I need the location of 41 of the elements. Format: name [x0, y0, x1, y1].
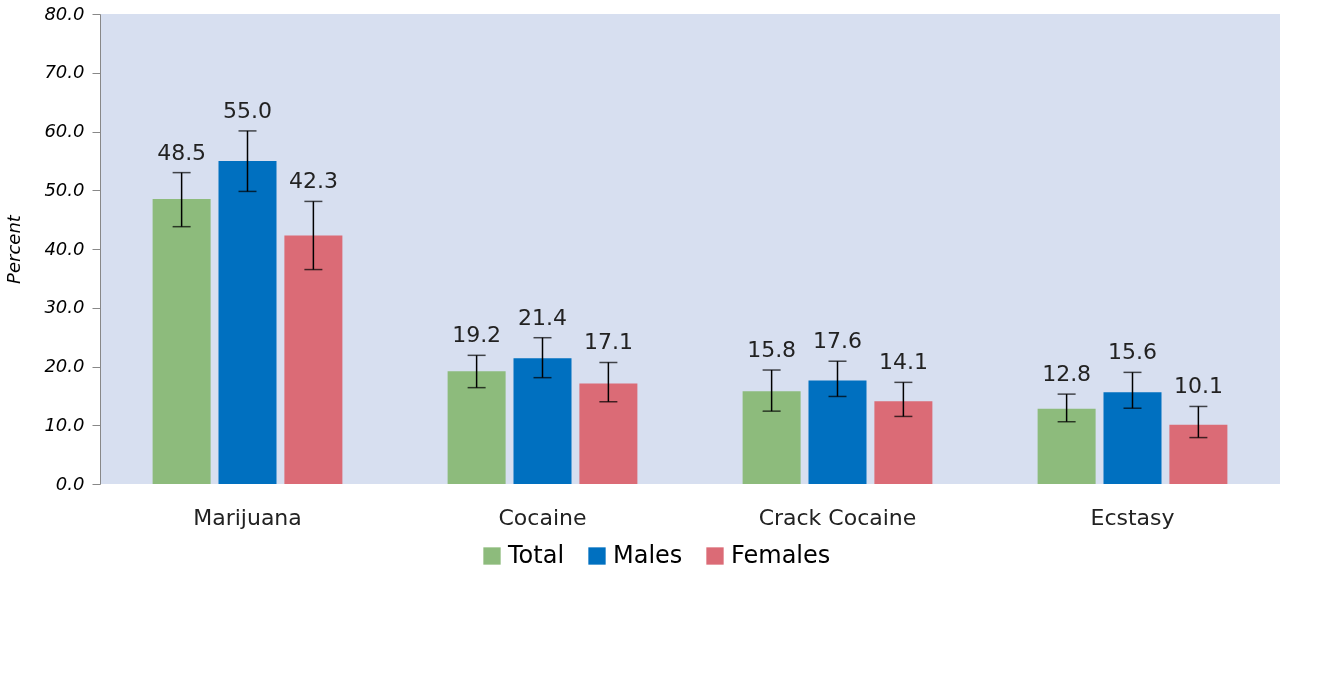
data-label: 10.1 [1173, 373, 1223, 399]
bar [1037, 408, 1096, 484]
data-label: 15.8 [747, 337, 797, 363]
y-tick-label: 80.0 [44, 2, 85, 24]
y-tick-label: 30.0 [44, 296, 85, 318]
bar [1169, 424, 1228, 484]
bar [742, 391, 801, 484]
legend-label: Females [731, 541, 831, 569]
y-tick-label: 50.0 [44, 178, 85, 200]
data-label: 48.5 [157, 139, 207, 165]
data-label: 17.1 [583, 329, 633, 355]
x-tick-label: Marijuana [193, 505, 302, 530]
data-label: 55.0 [223, 97, 272, 123]
bar [1103, 392, 1162, 484]
bar [513, 358, 572, 484]
legend-label: Males [613, 541, 683, 569]
bar [874, 401, 933, 484]
bar [579, 383, 638, 484]
y-tick-label: 60.0 [44, 120, 85, 141]
data-label: 17.6 [813, 328, 862, 354]
legend-label: Total [507, 541, 565, 569]
data-label: 19.2 [452, 322, 502, 348]
x-tick-label: Crack Cocaine [758, 505, 917, 530]
y-tick-label: 70.0 [44, 61, 85, 83]
y-tick-label: 20.0 [44, 355, 85, 376]
bar [284, 235, 343, 484]
data-label: 12.8 [1042, 361, 1092, 387]
bar [808, 380, 867, 484]
y-tick-label: 10.0 [44, 413, 85, 435]
x-tick-label: Cocaine [498, 505, 587, 530]
bar [447, 371, 506, 484]
data-label: 14.1 [878, 349, 928, 375]
bar [218, 160, 277, 484]
data-label: 21.4 [518, 304, 567, 330]
y-tick-label: 0.0 [55, 472, 85, 494]
y-axis-title: Percent [3, 214, 25, 284]
bar [152, 199, 211, 484]
data-label: 42.3 [288, 168, 338, 194]
x-tick-label: Ecstasy [1090, 505, 1175, 530]
y-tick-label: 40.0 [44, 237, 85, 259]
data-label: 15.6 [1108, 339, 1157, 365]
